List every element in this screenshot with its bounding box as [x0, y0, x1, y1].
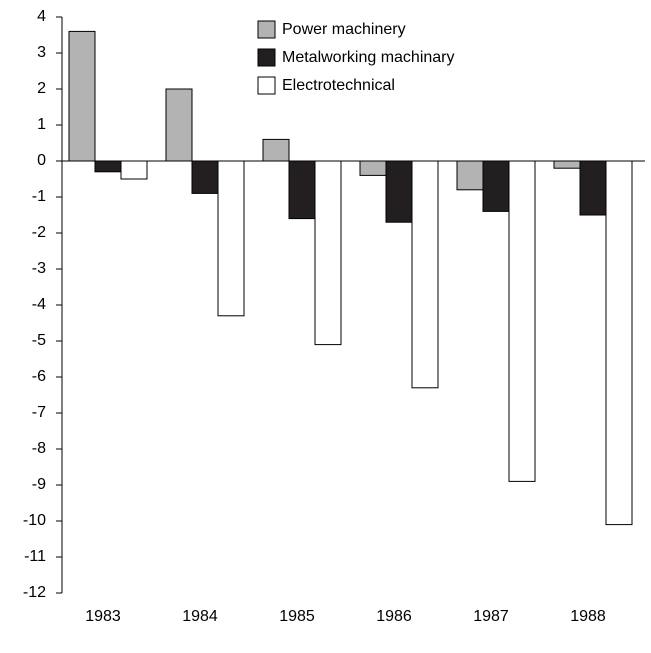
bar [314, 160, 342, 346]
y-tick-label: -12 [23, 584, 46, 601]
bar [411, 160, 439, 389]
y-tick-label: -10 [23, 512, 46, 529]
bar [553, 160, 581, 169]
y-tick-label: -3 [32, 260, 46, 277]
y-tick-label: 0 [37, 152, 46, 169]
bar [605, 160, 633, 526]
y-tick-label: -4 [32, 296, 46, 313]
legend-swatch [257, 20, 276, 39]
bar [385, 160, 413, 223]
bar [508, 160, 536, 482]
legend-label: Electrotechnical [282, 77, 395, 94]
y-tick-label: -2 [32, 224, 46, 241]
y-tick-label: -9 [32, 476, 46, 493]
bar [165, 88, 193, 162]
legend-swatch [257, 76, 276, 95]
bar [120, 160, 148, 180]
legend-swatch [257, 48, 276, 67]
y-tick-label: -7 [32, 404, 46, 421]
bar [191, 160, 219, 194]
x-tick-label: 1985 [279, 608, 315, 625]
legend-label: Power machinery [282, 21, 406, 38]
x-tick-label: 1984 [182, 608, 218, 625]
bar [68, 30, 96, 162]
bar [217, 160, 245, 317]
y-tick-label: -6 [32, 368, 46, 385]
y-tick-label: 3 [37, 44, 46, 61]
bar [288, 160, 316, 220]
x-tick-label: 1988 [570, 608, 606, 625]
x-tick-label: 1986 [376, 608, 412, 625]
y-tick-label: 2 [37, 80, 46, 97]
bar [579, 160, 607, 216]
bar [482, 160, 510, 212]
legend-label: Metalworking machinary [282, 49, 455, 66]
y-tick-label: -5 [32, 332, 46, 349]
bar [94, 160, 122, 173]
y-tick-label: -1 [32, 188, 46, 205]
y-tick-label: -11 [24, 548, 46, 565]
x-tick-label: 1983 [85, 608, 121, 625]
bar [262, 138, 290, 162]
y-tick-label: 4 [37, 8, 46, 25]
bar [456, 160, 484, 191]
bar [359, 160, 387, 176]
x-tick-label: 1987 [473, 608, 509, 625]
y-tick-label: -8 [32, 440, 46, 457]
y-tick-label: 1 [37, 116, 46, 133]
